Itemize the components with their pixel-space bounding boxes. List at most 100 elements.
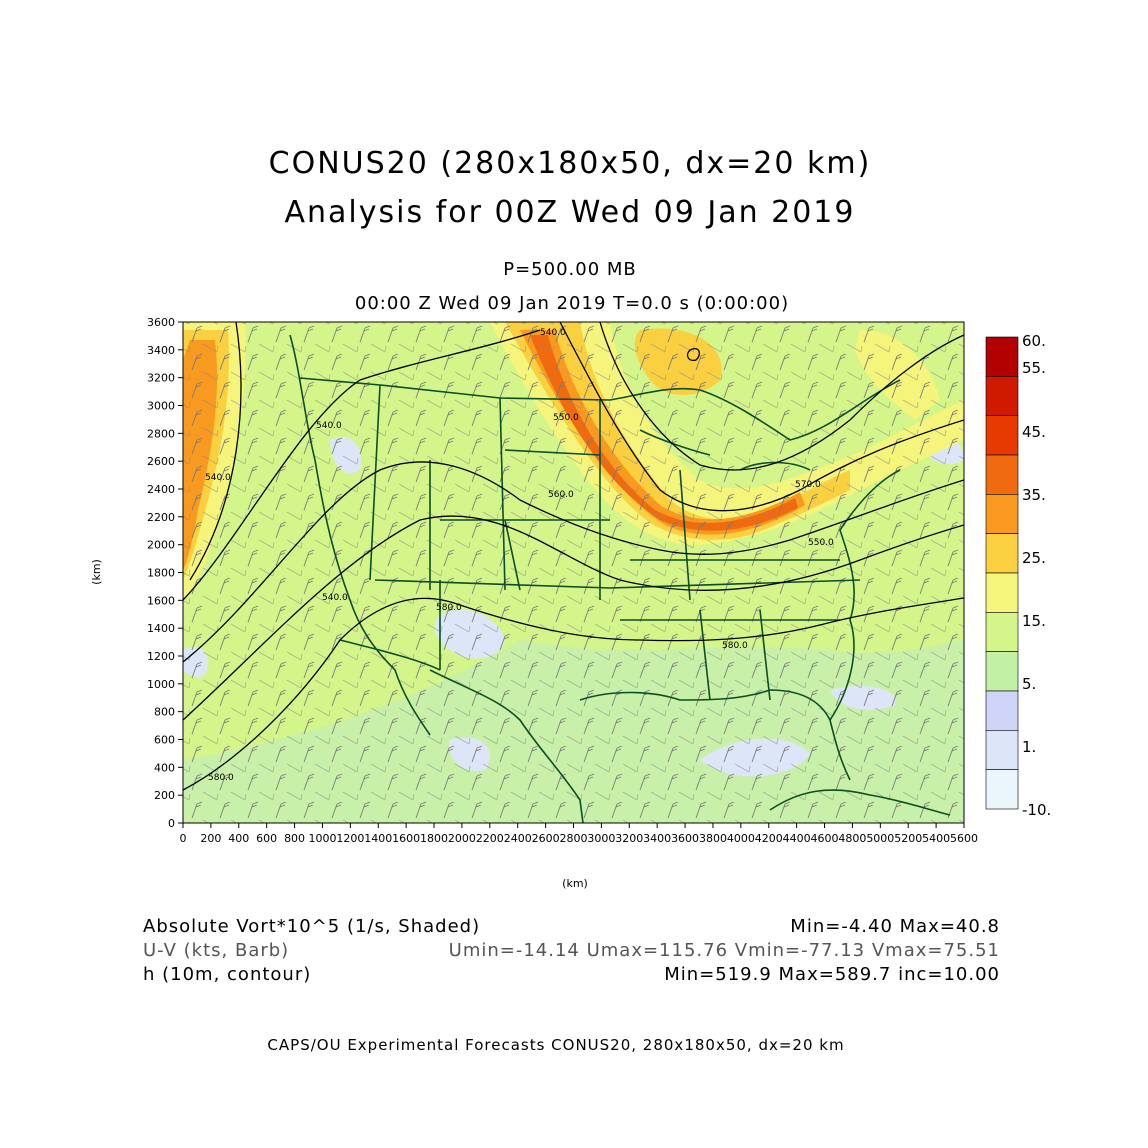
colorbar-swatch xyxy=(985,415,1019,456)
y-tick-label: 2600 xyxy=(147,455,175,468)
contour-line xyxy=(183,461,964,663)
contour-labels: 540.0 540.0 540.0 550.0 560.0 570.0 580.… xyxy=(205,328,834,783)
wind-barbs xyxy=(183,322,964,823)
contour-line xyxy=(599,322,964,471)
y-tick-label: 2800 xyxy=(147,427,175,440)
x-tick-label: 1800 xyxy=(420,832,448,845)
map-panel: 540.0 540.0 540.0 550.0 560.0 570.0 580.… xyxy=(183,322,964,823)
field2-name: U-V (kts, Barb) xyxy=(143,940,290,961)
colorbar-label: 5. xyxy=(1022,675,1036,693)
state-lines xyxy=(369,384,611,600)
colorbar-swatch xyxy=(985,690,1019,731)
x-tick-label: 4800 xyxy=(838,832,866,845)
x-tick-label: 0 xyxy=(180,832,187,845)
x-tick-label: 600 xyxy=(256,832,277,845)
contour-label: 580.0 xyxy=(208,773,234,783)
colorbar-label: 1. xyxy=(1022,738,1036,756)
colorbar-label: 15. xyxy=(1022,612,1046,630)
contour-label: 580.0 xyxy=(436,603,462,613)
y-tick-label: 0 xyxy=(168,817,175,830)
colorbar-label: 25. xyxy=(1022,549,1046,567)
colorbar-swatch xyxy=(985,494,1019,534)
colorbar-label: 55. xyxy=(1022,359,1046,377)
x-axis-ticks: 0 200 400 600 800 1000 1200 1400 1600 1800 2000 220… xyxy=(180,823,978,845)
contour-label: 540.0 xyxy=(322,593,348,603)
x-tick-label: 3800 xyxy=(699,832,727,845)
y-tick-label: 800 xyxy=(154,706,175,719)
contour-label: 540.0 xyxy=(316,421,342,431)
x-tick-label: 4000 xyxy=(727,832,755,845)
x-tick-label: 1400 xyxy=(364,832,392,845)
us-west-coast xyxy=(289,334,431,736)
contour-label: 550.0 xyxy=(808,538,834,548)
x-tick-label: 400 xyxy=(228,832,249,845)
contour-line xyxy=(183,515,964,721)
y-tick-label: 3000 xyxy=(147,400,175,413)
colorbar-label: -10. xyxy=(1022,801,1051,819)
us-mexico-border xyxy=(339,580,584,823)
valid-time: 00:00 Z Wed 09 Jan 2019 T=0.0 s (0:00:00… xyxy=(354,293,790,314)
colorbar-swatch xyxy=(985,769,1019,810)
y-tick-label: 2000 xyxy=(147,539,175,552)
height-contours xyxy=(183,322,964,791)
x-tick-label: 3600 xyxy=(671,832,699,845)
y-axis-label: (km) xyxy=(90,559,103,585)
colorbar-swatch xyxy=(985,572,1019,613)
us-canada-border xyxy=(299,377,901,441)
colorbar xyxy=(985,336,1019,810)
x-tick-label: 5000 xyxy=(866,832,894,845)
x-tick-label: 1200 xyxy=(336,832,364,845)
x-tick-label: 5600 xyxy=(950,832,978,845)
y-tick-label: 1400 xyxy=(147,622,175,635)
y-tick-label: 2200 xyxy=(147,511,175,524)
contour-label: 570.0 xyxy=(795,480,821,490)
field1-name: Absolute Vort*10^5 (1/s, Shaded) xyxy=(143,916,481,937)
title-line-1: CONUS20 (280x180x50, dx=20 km) xyxy=(268,146,872,181)
colorbar-labels: 60. 55. 45. 35. 25. 15. 5. 1. -10. xyxy=(1022,332,1051,819)
x-tick-label: 4400 xyxy=(783,832,811,845)
y-tick-label: 400 xyxy=(154,761,175,774)
colorbar-swatch xyxy=(985,730,1019,770)
x-tick-label: 4200 xyxy=(755,832,783,845)
x-tick-label: 5200 xyxy=(894,832,922,845)
pressure-level: P=500.00 MB xyxy=(503,259,637,280)
y-tick-label: 200 xyxy=(154,789,175,802)
contour-label: 550.0 xyxy=(553,413,579,423)
colorbar-swatch xyxy=(985,454,1019,495)
x-tick-label: 4600 xyxy=(811,832,839,845)
x-tick-label: 2600 xyxy=(532,832,560,845)
colorbar-swatch xyxy=(985,651,1019,692)
colorbar-label: 35. xyxy=(1022,486,1046,504)
x-tick-label: 1600 xyxy=(392,832,420,845)
y-axis-ticks: 0 200 400 600 800 1000 1200 1400 1600 1800 2000 220… xyxy=(147,316,183,830)
boundaries xyxy=(289,334,951,823)
colorbar-swatch xyxy=(985,336,1019,377)
x-tick-label: 2200 xyxy=(476,832,504,845)
x-axis-label: (km) xyxy=(562,877,588,890)
contour-line xyxy=(686,348,701,361)
y-tick-label: 2400 xyxy=(147,483,175,496)
title-line-2: Analysis for 00Z Wed 09 Jan 2019 xyxy=(284,195,856,230)
x-tick-label: 2000 xyxy=(448,832,476,845)
field3-name: h (10m, contour) xyxy=(143,964,312,985)
y-tick-label: 3600 xyxy=(147,316,175,329)
field2-stats: Umin=-14.14 Umax=115.76 Vmin=-77.13 Vmax… xyxy=(448,940,1000,961)
y-tick-label: 1200 xyxy=(147,650,175,663)
x-tick-label: 3400 xyxy=(643,832,671,845)
y-tick-label: 1000 xyxy=(147,678,175,691)
gulf-coast xyxy=(579,689,851,781)
x-tick-label: 1000 xyxy=(308,832,336,845)
contour-label: 580.0 xyxy=(722,641,748,651)
contour-line xyxy=(189,322,242,581)
x-tick-label: 800 xyxy=(284,832,305,845)
y-tick-label: 1800 xyxy=(147,567,175,580)
colorbar-swatch xyxy=(985,533,1019,574)
contour-label: 560.0 xyxy=(548,490,574,500)
contour-line xyxy=(183,329,541,601)
contour-line xyxy=(559,322,964,512)
colorbar-swatch xyxy=(985,376,1019,416)
cuba-coast xyxy=(769,789,951,816)
y-tick-label: 1600 xyxy=(147,594,175,607)
x-tick-label: 3000 xyxy=(587,832,615,845)
